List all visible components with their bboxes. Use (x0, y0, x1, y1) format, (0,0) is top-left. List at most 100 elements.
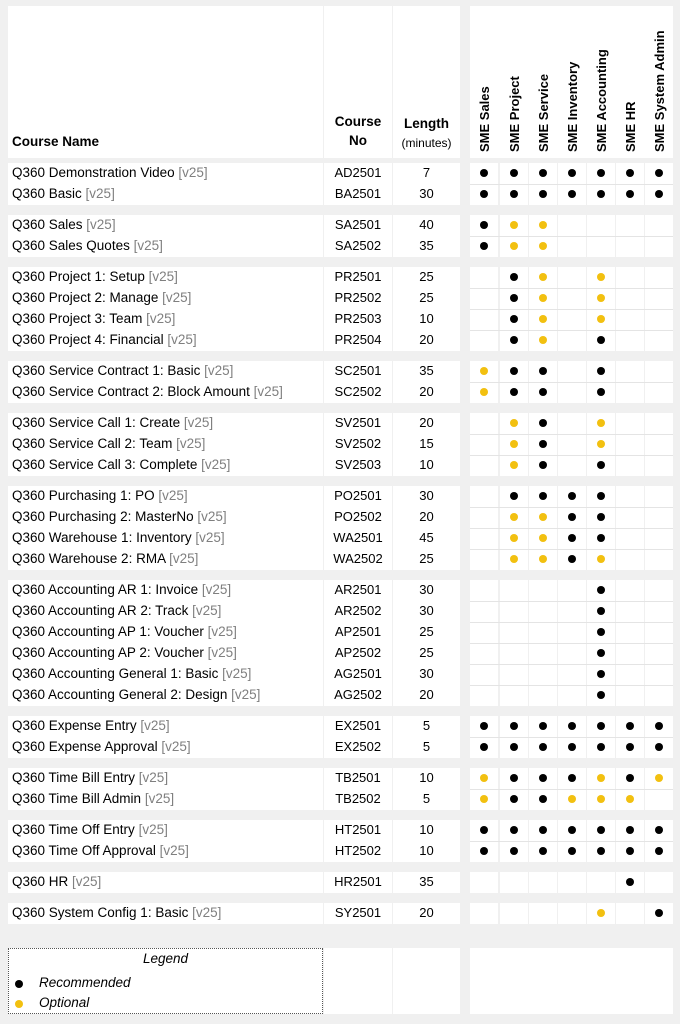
course-version: [v25] (72, 874, 102, 889)
recommended-dot-icon (480, 242, 488, 250)
grid-line (470, 601, 673, 602)
recommended-dot-icon (655, 190, 663, 198)
grid-line (470, 622, 673, 623)
course-version: [v25] (207, 624, 237, 639)
optional-dot-icon (510, 221, 518, 229)
legend-filler-length (393, 948, 460, 1014)
group-bg (393, 820, 460, 862)
role-cell-bg (500, 903, 528, 924)
recommended-dot-icon (597, 607, 605, 615)
optional-dot-icon (568, 795, 576, 803)
group-bg (8, 163, 323, 205)
course-no: TB2502 (335, 791, 381, 806)
recommended-dot-icon (655, 826, 663, 834)
recommended-dot-icon (480, 169, 488, 177)
recommended-dot-icon (597, 670, 605, 678)
course-no: SV2503 (334, 457, 382, 472)
grid-line (470, 789, 673, 790)
course-length: 10 (419, 457, 434, 472)
role-cell-bg (645, 413, 673, 476)
course-version: [v25] (86, 217, 116, 232)
course-no: WA2502 (333, 551, 383, 566)
role-header-sme-service: SME Service (536, 73, 551, 152)
course-no: HT2502 (334, 843, 382, 858)
course-length: 15 (419, 436, 434, 451)
recommended-dot-icon (626, 878, 634, 886)
group-bg (8, 903, 323, 924)
course-version: [v25] (146, 311, 176, 326)
course-name-cell: Q360 Service Contract 1: Basic [v25] (8, 361, 323, 381)
optional-dot-icon (597, 419, 605, 427)
grid-line (470, 507, 673, 508)
recommended-dot-icon (510, 743, 518, 751)
optional-dot-icon (597, 909, 605, 917)
course-no: PR2502 (334, 290, 382, 305)
header-cell-course-name (8, 6, 323, 158)
legend-optional-dot-icon (15, 1000, 23, 1008)
role-cell-bg (558, 903, 586, 924)
course-no: PR2503 (334, 311, 382, 326)
course-length: 30 (419, 582, 434, 597)
course-name: Q360 Time Off Approval (12, 843, 160, 858)
recommended-dot-icon (539, 847, 547, 855)
recommended-dot-icon (626, 169, 634, 177)
recommended-dot-icon (539, 388, 547, 396)
recommended-dot-icon (655, 909, 663, 917)
recommended-dot-icon (626, 190, 634, 198)
course-version: [v25] (201, 582, 232, 597)
recommended-dot-icon (597, 743, 605, 751)
group-bg (393, 872, 460, 893)
course-length: 25 (419, 290, 434, 305)
course-name-cell: Q360 Expense Approval [v25] (8, 737, 323, 757)
optional-dot-icon (510, 461, 518, 469)
course-version: [v25] (167, 332, 197, 347)
recommended-dot-icon (597, 388, 605, 396)
course-no: SV2501 (334, 415, 382, 430)
course-length: 35 (419, 238, 434, 253)
recommended-dot-icon (568, 555, 576, 563)
course-length: 30 (419, 666, 434, 681)
course-name-cell: Q360 Service Call 3: Complete [v25] (8, 455, 323, 475)
optional-dot-icon (510, 419, 518, 427)
recommended-dot-icon (480, 221, 488, 229)
course-name: Q360 Accounting AR 1: Invoice (12, 582, 202, 597)
group-bg (324, 768, 392, 810)
course-length: 7 (422, 165, 431, 180)
recommended-dot-icon (539, 440, 547, 448)
group-bg (8, 716, 323, 758)
grid-line (470, 434, 673, 435)
course-version: [v25] (148, 269, 178, 284)
course-length: 20 (419, 332, 434, 347)
optional-dot-icon (597, 795, 605, 803)
recommended-dot-icon (597, 691, 605, 699)
course-no: EX2502 (334, 739, 382, 754)
course-no: AG2501 (334, 666, 382, 681)
course-name: Q360 Accounting General 1: Basic (12, 666, 223, 681)
optional-dot-icon (510, 440, 518, 448)
role-header-sme-hr: SME HR (623, 101, 638, 152)
course-no-header: Course No (324, 112, 392, 150)
course-name-cell: Q360 Service Call 2: Team [v25] (8, 434, 323, 454)
recommended-dot-icon (480, 743, 488, 751)
course-name: Q360 Purchasing 2: MasterNo (12, 509, 198, 524)
course-no: PO2501 (334, 488, 382, 503)
course-name: Q360 Project 3: Team (12, 311, 147, 326)
role-header-sme-sales: SME Sales (477, 86, 492, 152)
course-length: 10 (419, 311, 434, 326)
header-cell-roles (470, 6, 673, 158)
course-length: 30 (419, 488, 434, 503)
course-name-cell: Q360 Time Off Entry [v25] (8, 820, 323, 840)
optional-dot-icon (510, 513, 518, 521)
course-name: Q360 HR (12, 874, 73, 889)
course-length: 5 (422, 739, 431, 754)
course-length: 30 (419, 603, 434, 618)
course-no: PR2504 (334, 332, 382, 347)
course-name-cell: Q360 Accounting AR 1: Invoice [v25] (8, 580, 323, 600)
recommended-dot-icon (480, 826, 488, 834)
course-name-cell: Q360 Accounting General 1: Basic [v25] (8, 664, 323, 684)
optional-dot-icon (597, 555, 605, 563)
group-bg (324, 413, 392, 476)
role-cell-bg (587, 872, 615, 893)
recommended-dot-icon (510, 315, 518, 323)
